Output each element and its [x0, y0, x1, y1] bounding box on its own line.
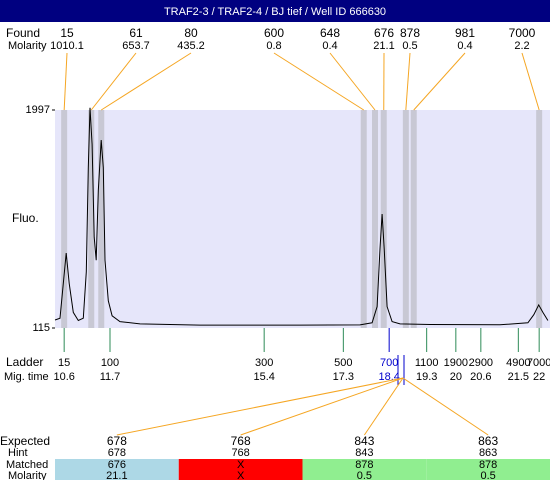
peak-connector: [90, 52, 137, 111]
found-size: 80: [184, 26, 198, 40]
found-size: 676: [374, 26, 394, 40]
found-molarity: 2.2: [514, 40, 529, 52]
matched-molarity: 0.5: [357, 470, 372, 480]
matched: 878: [355, 459, 373, 471]
title: TRAF2-3 / TRAF2-4 / BJ tief / Well ID 66…: [164, 6, 386, 18]
found-label: Found: [6, 26, 40, 40]
ladder-size: 4900: [506, 357, 530, 369]
found-size: 7000: [509, 26, 536, 40]
match-connector: [116, 377, 404, 436]
match-connector: [402, 377, 489, 436]
matched-cell: [178, 459, 303, 480]
matched: 878: [479, 459, 497, 471]
ladder-size: 300: [255, 357, 273, 369]
found-molarity: 435.2: [177, 40, 205, 52]
peak-connector: [413, 52, 466, 111]
match-connector: [240, 377, 404, 436]
y-tick-label: 115: [32, 322, 50, 334]
trace: [54, 107, 549, 326]
ladder-size: 700: [380, 357, 398, 369]
matched-molarity: 21.1: [106, 470, 127, 480]
peak-connector: [329, 52, 376, 111]
y-tick-label: 1997: [26, 104, 50, 116]
title-bar: [0, 0, 550, 22]
match-connector: [363, 377, 404, 436]
matched-cell: [426, 459, 550, 480]
ladder-size: 1100: [415, 357, 439, 369]
expected-size: 843: [354, 434, 374, 448]
found-molarity: 0.4: [457, 40, 472, 52]
ladder-time: 17.3: [333, 371, 354, 383]
matched-cell: [55, 459, 179, 480]
ladder-time: 20: [450, 371, 462, 383]
peak-band: [402, 110, 409, 328]
found-size: 61: [129, 26, 143, 40]
expected-size: 768: [231, 434, 251, 448]
ladder-time: 20.6: [470, 371, 491, 383]
molarity-label: Molarity: [8, 40, 47, 52]
found-size: 15: [60, 26, 74, 40]
peak-connector: [273, 52, 365, 111]
ladder-size: 500: [334, 357, 352, 369]
peak-band: [61, 110, 68, 328]
found-size: 600: [264, 26, 284, 40]
found-molarity: 21.1: [373, 40, 394, 52]
peak-connector: [63, 52, 68, 111]
ladder-size: 2900: [469, 357, 493, 369]
peak-band: [360, 110, 367, 328]
ladder-time: 15.4: [253, 371, 274, 383]
expected-size: 863: [478, 434, 498, 448]
expected-label: Expected: [0, 434, 50, 448]
y-axis-label: Fluo.: [12, 211, 39, 225]
ladder-size: 7000: [527, 357, 550, 369]
ladder-time: 19.3: [416, 371, 437, 383]
ladder-size: 1900: [444, 357, 468, 369]
found-size: 878: [400, 26, 420, 40]
matched-label: Matched: [6, 459, 48, 471]
peak-band: [410, 110, 417, 328]
molarity-label: Molarity: [8, 470, 47, 480]
peak-connector: [405, 52, 411, 111]
hint: 863: [479, 447, 497, 459]
found-molarity: 0.8: [266, 40, 281, 52]
found-molarity: 0.4: [322, 40, 337, 52]
ladder-time: 22: [533, 371, 545, 383]
found-molarity: 653.7: [122, 40, 150, 52]
found-molarity: 0.5: [402, 40, 417, 52]
matched-molarity: 0.5: [480, 470, 495, 480]
matched-molarity: X: [237, 470, 245, 480]
plot-area: [55, 110, 550, 328]
matched: 676: [108, 459, 126, 471]
hint: 678: [108, 447, 126, 459]
matched: X: [237, 459, 245, 471]
mig-time-label: Mig. time: [4, 371, 49, 383]
matched-cell: [302, 459, 427, 480]
peak-band: [372, 110, 378, 328]
peak-band: [98, 110, 105, 328]
peak-connector: [100, 52, 192, 111]
hint: 768: [231, 447, 249, 459]
ladder-time: 11.7: [100, 371, 121, 383]
found-size: 981: [455, 26, 475, 40]
ladder-size: 100: [101, 357, 119, 369]
ladder-time: 21.5: [508, 371, 529, 383]
expected-size: 678: [107, 434, 127, 448]
ladder-label: Ladder: [6, 355, 43, 369]
hint: 843: [355, 447, 373, 459]
peak-band: [536, 110, 543, 328]
found-size: 648: [320, 26, 340, 40]
found-molarity: 1010.1: [50, 40, 84, 52]
hint-label: Hint: [8, 447, 28, 459]
ladder-time: 10.6: [53, 371, 74, 383]
ladder-size: 15: [58, 357, 70, 369]
peak-connector: [521, 52, 540, 111]
peak-band: [380, 110, 387, 328]
peak-band: [88, 110, 95, 328]
